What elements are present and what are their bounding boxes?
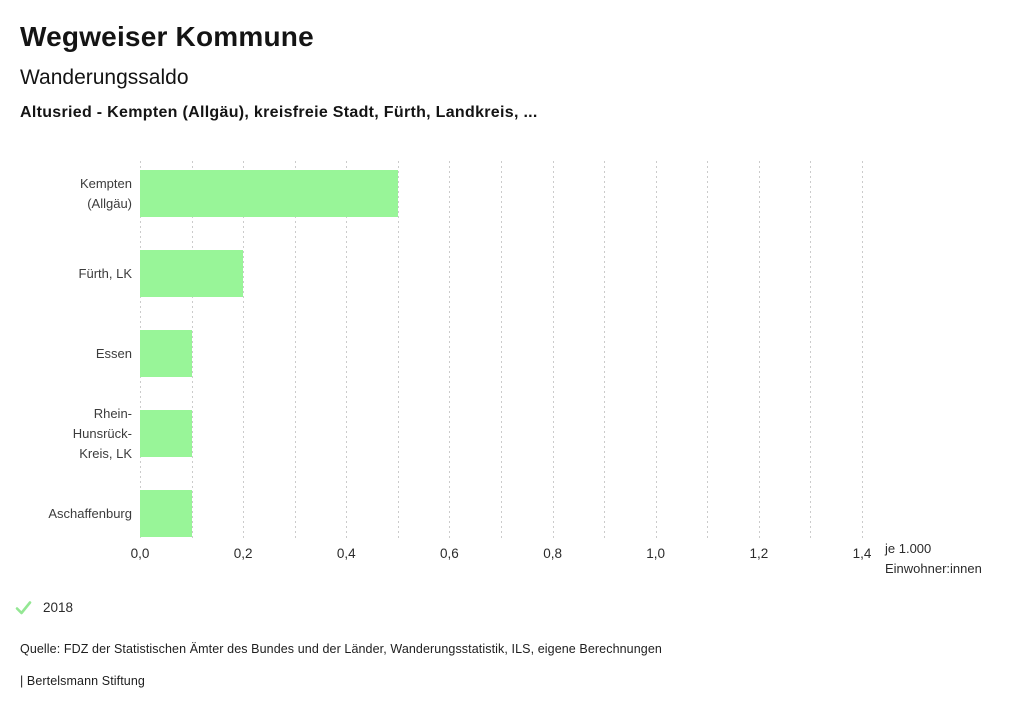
x-tick-label: 0,0 [130,546,150,561]
bar-kempten-allg-u[interactable] [140,170,398,217]
gridline [501,161,502,540]
gridline [449,161,451,540]
indicator-title: Wanderungssaldo [20,66,189,89]
x-axis-unit-label: je 1.000 Einwohner:innen [885,539,982,579]
category-label: Fürth, LK [78,265,132,281]
gridline [346,161,348,540]
x-tick-label: 1,4 [852,546,872,561]
gridline [243,161,245,540]
unit-label-line2: Einwohner:innen [885,561,982,576]
x-axis: 0,0 0,2 0,4 0,6 0,8 1,0 1,2 1,4 [131,546,872,564]
legend-year-label: 2018 [43,600,74,615]
check-icon [15,600,32,615]
gridline [655,161,657,540]
category-label: Rhein-Hunsrück- Kreis, LK [72,405,132,461]
source-text: Quelle: FDZ der Statistischen Ämter des … [20,642,662,656]
unit-label-line1: je 1.000 [885,541,932,556]
bar-aschaffenburg[interactable] [140,490,192,537]
bar-essen[interactable] [140,330,192,377]
x-tick-label: 0,8 [543,546,562,561]
gridline [862,161,863,540]
category-label: Kempten (Allgäu) [79,175,132,211]
page-title: Wegweiser Kommune [20,21,314,52]
branding-text: | Bertelsmann Stiftung [20,674,145,688]
bar-rhein-hunsr-ck-kreis-lk[interactable] [140,410,192,457]
bar-chart-plot-area [140,161,863,540]
x-tick-label: 1,2 [749,546,769,561]
legend-item-2018[interactable]: 2018 [15,600,73,615]
x-tick-label: 1,0 [646,546,666,561]
selected-municipalities: Altusried - Kempten (Allgäu), kreisfreie… [20,104,538,121]
x-tick-label: 0,6 [440,546,459,561]
gridline [294,161,296,540]
category-label: Essen [95,345,132,361]
bar-f-rth-lk[interactable] [140,250,244,297]
gridline [604,161,606,540]
gridline [191,161,193,540]
category-label: Aschaffenburg [48,505,132,521]
x-tick-label: 0,2 [233,546,253,561]
gridline [707,161,709,540]
category-axis: Kempten (Allgäu) Fürth, LK Essen Rhein-Hunsr… [0,161,132,540]
gridline [758,161,760,540]
x-tick-label: 0,4 [336,546,356,561]
gridline [810,161,812,540]
gridline [552,161,554,540]
gridline [397,161,399,540]
